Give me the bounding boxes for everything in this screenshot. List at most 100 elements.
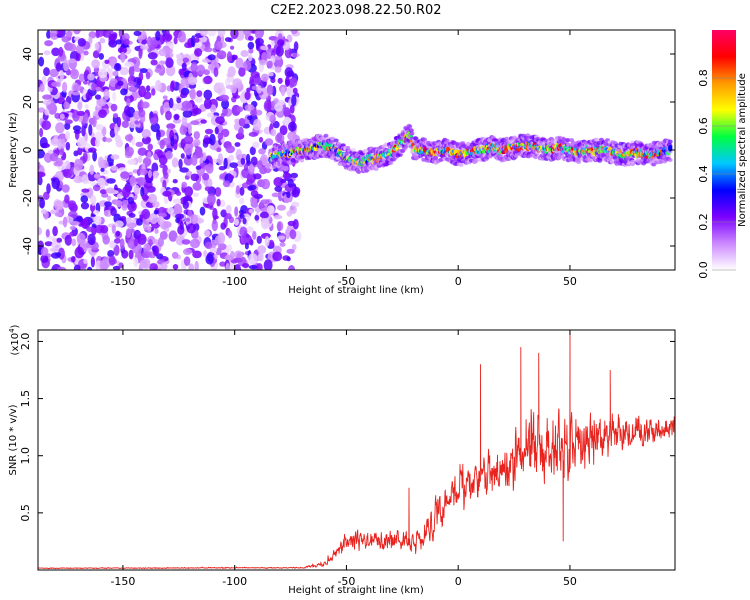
colorbar-tick-label: 0.0 <box>697 261 710 279</box>
noise-blob <box>114 62 122 72</box>
noise-blob <box>293 41 299 52</box>
noise-blob <box>250 71 260 78</box>
noise-blob <box>140 101 150 109</box>
noise-blob <box>91 59 100 69</box>
noise-blob <box>105 187 116 194</box>
noise-blob <box>189 88 196 100</box>
noise-blob <box>77 38 87 47</box>
noise-blob <box>206 30 217 37</box>
spectrogram-ylabel: Frequency (Hz) <box>8 112 19 188</box>
noise-blob <box>175 191 182 196</box>
noise-blob <box>61 184 70 193</box>
noise-blob <box>277 77 283 84</box>
noise-blob <box>205 253 214 265</box>
ridge-halo <box>388 161 394 166</box>
noise-blob <box>241 168 251 179</box>
noise-blob <box>69 43 77 52</box>
noise-blob <box>72 125 82 132</box>
noise-blob <box>106 178 116 184</box>
ridge-halo <box>299 158 305 163</box>
noise-blob <box>253 173 262 180</box>
noise-blob <box>141 194 149 201</box>
noise-blob <box>129 175 136 187</box>
noise-blob <box>107 195 112 202</box>
noise-blob <box>84 104 89 109</box>
noise-blob <box>62 81 68 93</box>
noise-blob <box>207 54 216 61</box>
noise-blob <box>234 142 241 147</box>
ridge-halo <box>354 165 360 170</box>
snr-ticks: -150 -100 -50 0 50 0.5 1.0 1.5 2.0 <box>19 330 675 588</box>
noise-blob <box>271 192 280 198</box>
chart-title: C2E2.2023.098.22.50.R02 <box>270 3 441 18</box>
noise-blob <box>221 99 230 110</box>
noise-blob <box>114 220 124 228</box>
noise-blob <box>51 177 60 190</box>
ridge-halo <box>594 137 600 142</box>
noise-blob <box>177 31 186 43</box>
ridge-halo <box>559 154 565 159</box>
noise-blob <box>39 137 48 149</box>
noise-blob <box>280 178 287 184</box>
noise-blob <box>102 30 111 38</box>
noise-blob <box>56 237 63 243</box>
noise-blob <box>289 229 297 240</box>
noise-blob <box>78 73 85 83</box>
ridge-halo <box>533 155 539 160</box>
noise-blob <box>43 50 51 56</box>
noise-blob <box>181 62 187 72</box>
noise-blob <box>180 92 188 99</box>
noise-blob <box>190 173 200 182</box>
noise-blob <box>62 216 68 228</box>
noise-blob <box>115 200 123 208</box>
noise-blob <box>179 167 189 173</box>
noise-blob <box>113 244 120 256</box>
noise-blob <box>221 128 230 138</box>
noise-blob <box>270 55 276 64</box>
noise-blob <box>98 68 108 79</box>
noise-blob <box>128 213 136 218</box>
noise-blob <box>122 186 130 198</box>
noise-blob <box>189 214 199 225</box>
noise-blob <box>76 110 85 116</box>
noise-blob <box>175 53 183 59</box>
noise-blob <box>269 114 277 124</box>
noise-blob <box>158 48 166 57</box>
noise-blob <box>57 266 67 270</box>
noise-blob <box>183 135 194 145</box>
noise-blob <box>214 40 223 51</box>
noise-blob <box>248 208 254 214</box>
ridge-halo <box>329 140 335 145</box>
noise-blob <box>147 151 152 160</box>
noise-blob <box>251 85 258 90</box>
noise-blob <box>230 84 237 94</box>
noise-blob <box>228 174 235 180</box>
noise-blob <box>140 30 147 40</box>
noise-blob <box>165 110 172 121</box>
noise-blob <box>145 85 151 92</box>
noise-blob <box>244 104 255 112</box>
noise-blob <box>124 134 134 142</box>
noise-blob <box>53 200 64 211</box>
noise-blob <box>284 67 293 78</box>
spectrogram-xtick-label: 50 <box>563 275 577 288</box>
ridge-halo <box>300 154 305 159</box>
ridge-halo <box>350 148 356 153</box>
noise-blob <box>162 190 172 197</box>
ridge-halo <box>658 159 664 164</box>
noise-blob <box>238 126 244 137</box>
noise-blob <box>86 226 96 232</box>
noise-blob <box>214 187 222 197</box>
noise-blob <box>179 221 184 230</box>
noise-blob <box>117 46 128 54</box>
noise-blob <box>178 158 183 169</box>
noise-blob <box>88 123 93 136</box>
noise-blob <box>46 30 51 39</box>
noise-blob <box>100 167 105 172</box>
noise-blob <box>67 112 74 118</box>
noise-blob <box>274 103 283 112</box>
noise-blob <box>70 221 80 226</box>
noise-blob <box>194 95 203 103</box>
noise-blob <box>278 33 283 41</box>
noise-blob <box>240 205 248 214</box>
